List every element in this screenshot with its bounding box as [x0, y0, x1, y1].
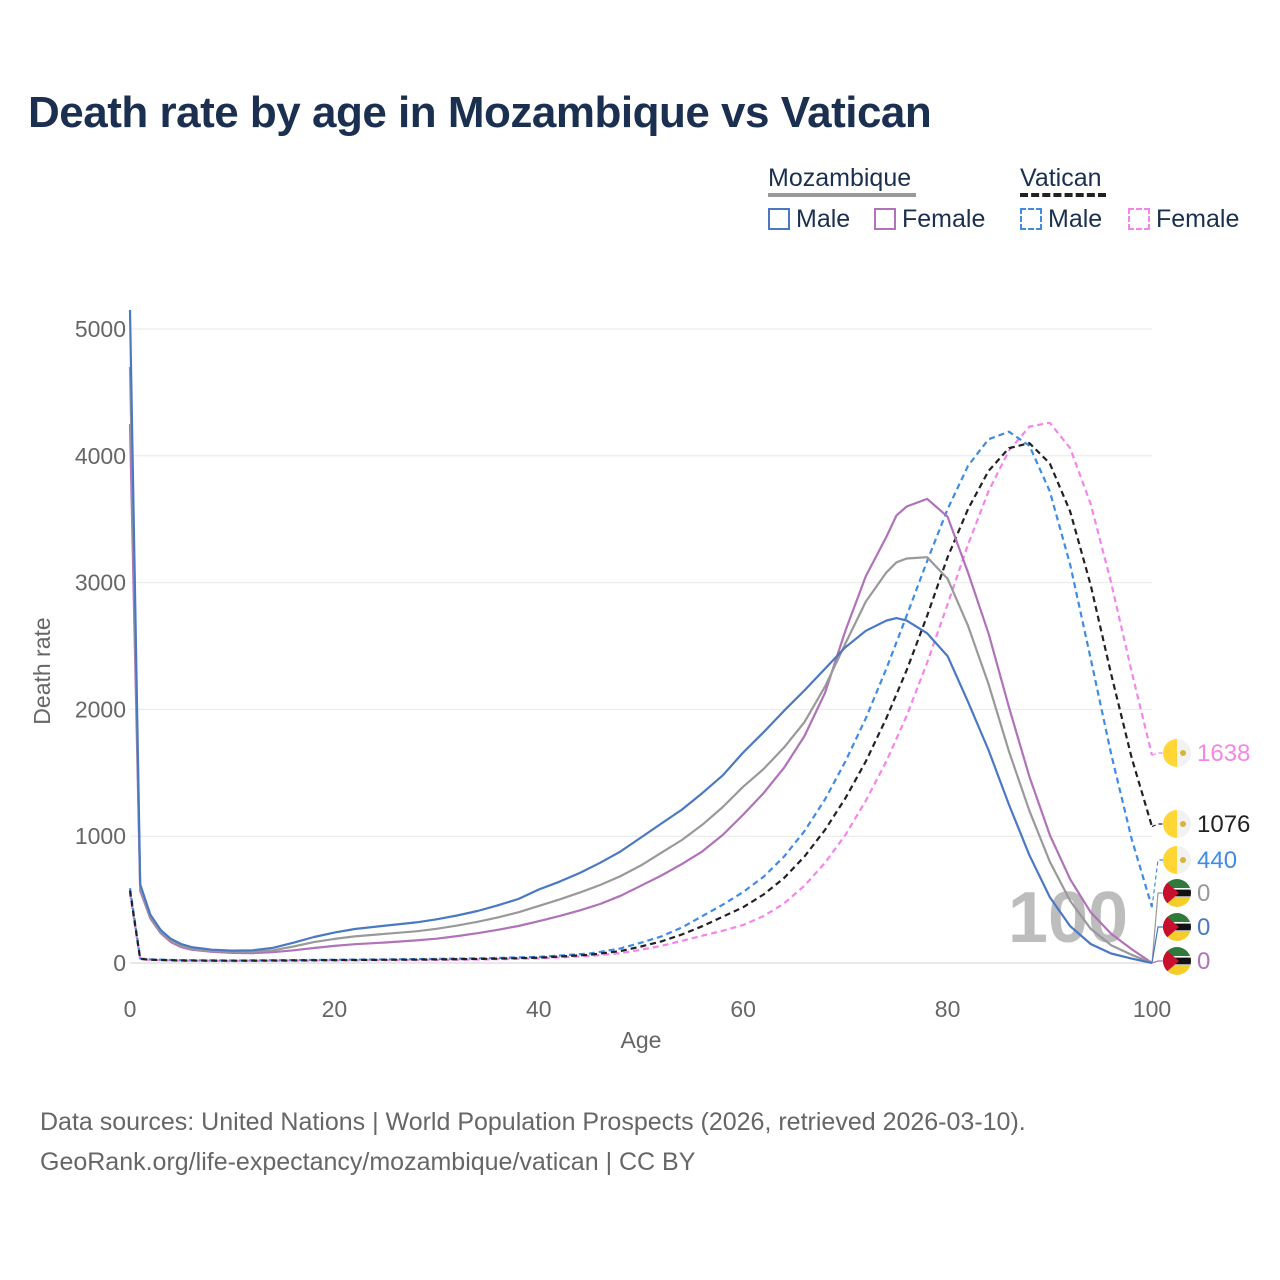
x-axis-title: Age: [621, 1027, 662, 1053]
legend-item-vat-male[interactable]: Male: [1020, 205, 1102, 234]
y-tick-label: 5000: [75, 316, 126, 342]
x-tick-label: 0: [124, 996, 137, 1022]
age-watermark: 100: [1008, 878, 1128, 958]
end-connector: [1151, 752, 1164, 756]
mozambique-flag-icon: [1163, 879, 1191, 907]
end-value-label-vat-male: 440: [1197, 847, 1237, 874]
legend-swatch-moz-male: [768, 208, 790, 230]
end-value-label-vat-total: 1076: [1197, 811, 1250, 838]
x-tick-label: 20: [322, 996, 348, 1022]
mozambique-flag-icon: [1163, 913, 1191, 941]
legend-swatch-vat-female: [1128, 208, 1150, 230]
legend-group-mozambique: Mozambique: [768, 164, 912, 192]
x-tick-label: 100: [1133, 996, 1171, 1022]
series-line-moz-total: [128, 366, 1153, 965]
end-connector: [1151, 823, 1164, 828]
footer-url[interactable]: GeoRank.org/life-expectancy/mozambique/v…: [40, 1148, 696, 1176]
end-connector: [1151, 926, 1164, 964]
legend-item-moz-female[interactable]: Female: [874, 205, 985, 234]
series-line-vat-male: [128, 430, 1154, 962]
legend-swatch-vat-male: [1020, 208, 1042, 230]
series-line-vat-total: [128, 442, 1154, 962]
y-tick-label: 1000: [75, 823, 126, 849]
y-tick-label: 0: [113, 950, 126, 976]
x-tick-label: 60: [730, 996, 756, 1022]
y-tick-label: 3000: [75, 570, 126, 596]
death-rate-chart: 100 0 1000 2000 3000 4000 5000 0 20 40 60 80 100 Age…: [29, 309, 1250, 1053]
x-tick-label: 40: [526, 996, 552, 1022]
vatican-flag-icon: [1163, 846, 1191, 874]
footer-sources: Data sources: United Nations | World Pop…: [40, 1108, 1026, 1136]
legend-group-vatican: Vatican: [1020, 164, 1102, 192]
y-tick-label: 4000: [75, 443, 126, 469]
legend-item-vat-female[interactable]: Female: [1128, 205, 1239, 234]
vatican-flag-icon: [1163, 810, 1191, 838]
vatican-flag-icon: [1163, 739, 1191, 767]
end-connector: [1151, 892, 1164, 964]
legend-item-moz-male[interactable]: Male: [768, 205, 850, 234]
end-connector: [1151, 859, 1164, 908]
end-connector: [1151, 960, 1164, 964]
legend-vatican-line: [1020, 193, 1106, 197]
chart-title: Death rate by age in Mozambique vs Vatic…: [28, 88, 932, 137]
end-value-label-moz-male: 0: [1197, 914, 1210, 941]
x-tick-label: 80: [935, 996, 961, 1022]
series-line-vat-female: [128, 421, 1154, 963]
mozambique-flag-icon: [1163, 947, 1191, 975]
series-line-moz-female: [128, 424, 1153, 964]
legend-swatch-moz-female: [874, 208, 896, 230]
end-value-label-moz-total: 0: [1197, 880, 1210, 907]
y-tick-label: 2000: [75, 696, 126, 722]
y-axis-title: Death rate: [29, 617, 55, 724]
end-value-label-moz-female: 0: [1197, 948, 1210, 975]
legend-mozambique-line: [768, 193, 916, 197]
series-line-moz-male: [128, 309, 1153, 965]
end-value-label-vat-female: 1638: [1197, 740, 1250, 767]
